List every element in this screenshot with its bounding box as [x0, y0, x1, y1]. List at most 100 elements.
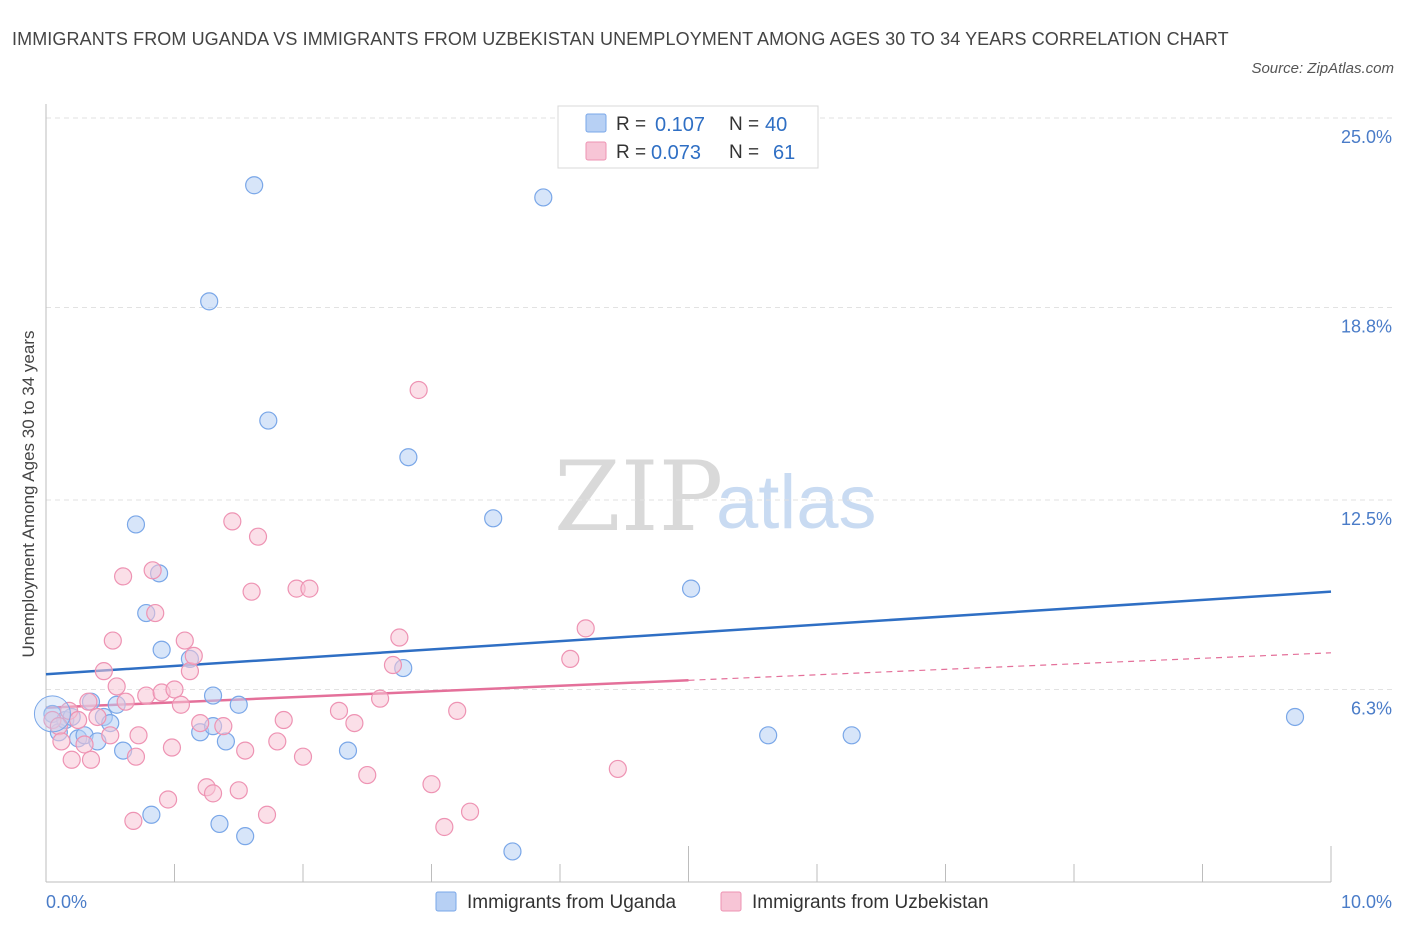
- point-1-13: [107, 677, 126, 696]
- point-1-54: [448, 701, 467, 720]
- point-1-26: [171, 695, 191, 714]
- gridlines: [46, 117, 1393, 690]
- trend-lines: [45, 590, 1332, 710]
- point-1-14: [113, 567, 133, 586]
- point-0-31: [484, 509, 503, 528]
- point-1-32: [203, 784, 223, 803]
- y-tick-labels: 6.3% 12.5% 18.8% 25.0%: [1341, 127, 1392, 718]
- y-tick-label-1: 12.5%: [1341, 509, 1392, 529]
- series-legend: Immigrants from Uganda Immigrants from U…: [435, 891, 989, 913]
- y-tick-label-3: 25.0%: [1341, 127, 1392, 147]
- series-legend-swatch-uzbekistan: [720, 891, 742, 912]
- point-1-27: [175, 631, 194, 650]
- point-0-16: [152, 640, 171, 659]
- y-tick-label-0: 6.3%: [1351, 698, 1392, 718]
- point-1-47: [358, 765, 377, 785]
- point-0-35: [759, 726, 778, 745]
- point-0-33: [534, 188, 553, 207]
- legend-n-label-uzbekistan: N =: [729, 142, 759, 163]
- point-1-44: [300, 579, 319, 598]
- point-1-7: [79, 692, 98, 711]
- source-label: Source: ZipAtlas.com: [1251, 60, 1394, 77]
- point-1-10: [94, 662, 113, 681]
- point-1-19: [137, 686, 156, 705]
- point-0-22: [216, 732, 235, 751]
- point-0-24: [236, 827, 255, 846]
- watermark-zip: ZIP: [554, 441, 723, 553]
- point-1-58: [608, 759, 627, 779]
- legend-n-value-uzbekistan: 61: [773, 142, 795, 164]
- data-points: [33, 176, 1305, 861]
- x-tick-label-left: 0.0%: [46, 892, 87, 912]
- y-axis-title: Unemployment Among Ages 30 to 34 years: [19, 331, 38, 658]
- series-legend-label-uzbekistan: Immigrants from Uzbekistan: [752, 892, 989, 913]
- point-0-37: [1285, 707, 1305, 727]
- point-0-34: [681, 579, 701, 598]
- point-0-32: [503, 842, 522, 861]
- chart-title: IMMIGRANTS FROM UGANDA VS IMMIGRANTS FRO…: [12, 29, 1229, 49]
- point-1-9: [88, 707, 107, 727]
- legend-r-value-uganda: 0.107: [655, 114, 705, 136]
- point-1-40: [268, 732, 287, 751]
- point-1-34: [223, 512, 242, 531]
- legend-r-label-uganda: R =: [616, 114, 646, 135]
- point-1-41: [274, 710, 293, 730]
- point-1-38: [248, 527, 268, 546]
- point-1-29: [184, 646, 203, 665]
- point-1-30: [191, 713, 210, 733]
- point-0-36: [842, 726, 861, 745]
- point-1-39: [257, 805, 277, 824]
- point-1-43: [293, 747, 313, 766]
- point-1-56: [561, 649, 580, 669]
- trend-line-dashed-1: [688, 652, 1332, 681]
- point-0-27: [200, 292, 219, 311]
- point-1-16: [124, 811, 143, 830]
- point-1-48: [371, 689, 390, 708]
- trend-line-0: [45, 590, 1332, 676]
- point-1-51: [409, 380, 428, 400]
- stats-legend: R = 0.107 N = 40 R = 0.073 N = 61: [557, 105, 819, 169]
- point-0-23: [229, 695, 248, 714]
- legend-r-value-uzbekistan: 0.073: [651, 142, 701, 164]
- legend-n-label-uganda: N =: [729, 114, 759, 135]
- point-1-53: [435, 817, 454, 837]
- legend-r-label-uzbekistan: R =: [616, 142, 646, 163]
- point-0-26: [259, 411, 278, 430]
- point-0-28: [338, 741, 358, 760]
- trend-line-1: [45, 679, 689, 710]
- point-1-20: [143, 561, 162, 580]
- point-0-14: [142, 805, 161, 824]
- y-tick-label-2: 18.8%: [1341, 316, 1392, 336]
- point-1-49: [383, 655, 403, 675]
- point-1-36: [236, 741, 255, 760]
- point-1-28: [180, 662, 200, 681]
- legend-swatch-uganda: [585, 113, 607, 133]
- point-0-25: [245, 176, 264, 195]
- series-legend-swatch-uganda: [435, 891, 457, 912]
- point-cluster-origin: [33, 695, 71, 733]
- point-1-57: [576, 619, 595, 638]
- point-1-15: [116, 692, 135, 711]
- point-1-17: [126, 747, 146, 766]
- point-1-4: [62, 750, 81, 769]
- point-1-12: [103, 631, 122, 650]
- point-1-52: [422, 775, 441, 794]
- point-1-35: [229, 781, 248, 800]
- point-1-46: [345, 713, 364, 733]
- point-1-8: [81, 750, 101, 769]
- point-0-19: [203, 686, 223, 705]
- legend-n-value-uganda: 40: [765, 114, 787, 136]
- point-1-50: [390, 628, 409, 647]
- axes: [45, 104, 1332, 883]
- watermark-atlas: atlas: [716, 460, 877, 545]
- point-0-30: [399, 448, 418, 467]
- point-1-6: [75, 735, 94, 754]
- point-1-21: [146, 603, 165, 623]
- point-1-23: [158, 790, 178, 809]
- point-1-25: [165, 680, 184, 699]
- point-1-45: [329, 701, 349, 720]
- series-legend-label-uganda: Immigrants from Uganda: [467, 892, 677, 913]
- point-0-21: [210, 814, 229, 834]
- point-1-37: [242, 582, 261, 601]
